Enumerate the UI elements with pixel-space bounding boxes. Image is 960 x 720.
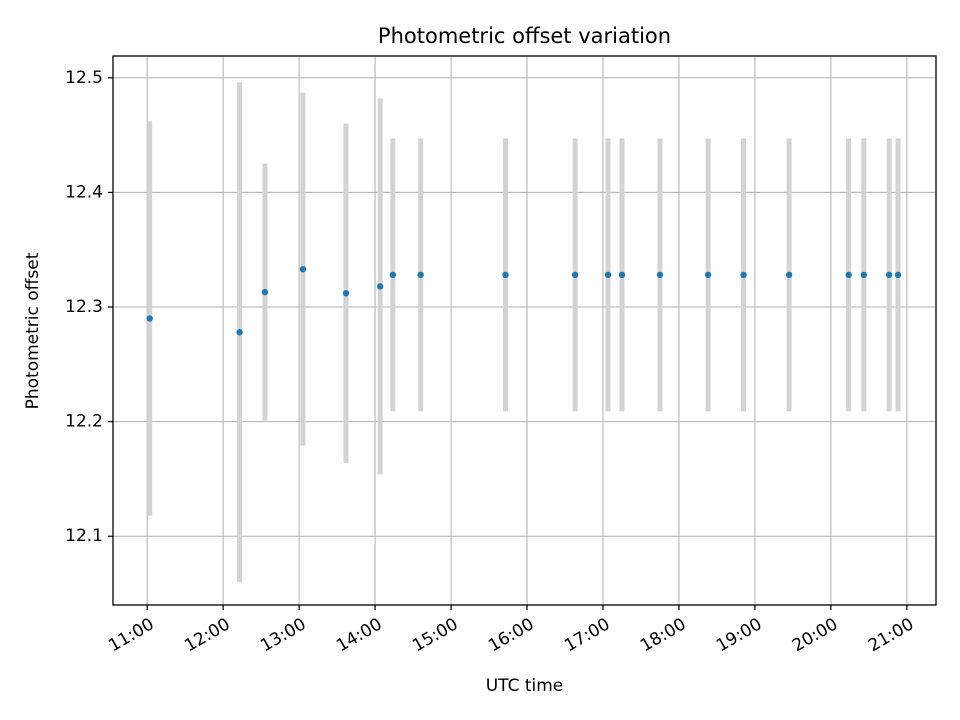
data-point <box>785 271 793 279</box>
x-tick-label: 13:00 <box>257 614 309 656</box>
data-point <box>417 271 424 279</box>
x-axis: 11:00 12:00 13:00 14:00 15:00 16:00 17:00 18:00… <box>105 605 917 656</box>
y-tick-label: 12.2 <box>65 412 103 432</box>
data-point <box>656 271 664 279</box>
x-tick-label: 15:00 <box>409 614 461 656</box>
data-point <box>571 271 579 279</box>
x-tick-label: 21:00 <box>865 614 917 656</box>
data-point <box>618 271 626 279</box>
data-point <box>894 271 902 279</box>
data-point <box>845 271 852 279</box>
x-tick-label: 19:00 <box>713 614 765 656</box>
x-tick-label: 17:00 <box>561 614 613 656</box>
y-axis-label: Photometric offset <box>23 252 43 409</box>
data-point <box>146 315 153 322</box>
data-point <box>860 271 868 279</box>
x-axis-label: UTC time <box>486 676 564 696</box>
x-tick-label: 11:00 <box>105 614 157 656</box>
data-point <box>342 290 350 297</box>
data-point <box>261 288 269 296</box>
x-tick-label: 12:00 <box>181 614 233 656</box>
points <box>146 265 902 336</box>
data-point <box>704 271 712 279</box>
data-point <box>389 271 397 279</box>
data-point <box>376 283 384 290</box>
x-tick-label: 14:00 <box>333 614 385 656</box>
data-point <box>885 271 893 279</box>
y-tick-label: 12.5 <box>65 68 103 88</box>
y-tick-label: 12.4 <box>65 182 103 202</box>
data-point <box>502 271 509 279</box>
x-tick-label: 20:00 <box>789 614 841 656</box>
data-point <box>299 265 307 273</box>
data-point <box>740 271 747 279</box>
data-point <box>604 271 612 279</box>
data-point <box>236 329 243 336</box>
plot-frame <box>112 55 937 606</box>
chart-title: Photometric offset variation <box>378 24 671 48</box>
x-tick-label: 18:00 <box>637 614 689 656</box>
y-axis: 12.1 12.2 12.3 12.4 12.5 <box>65 68 113 546</box>
x-tick-label: 16:00 <box>485 614 537 656</box>
y-tick-label: 12.1 <box>65 526 103 546</box>
y-tick-label: 12.3 <box>65 297 103 317</box>
grid <box>113 56 936 605</box>
errorbars <box>147 82 901 583</box>
